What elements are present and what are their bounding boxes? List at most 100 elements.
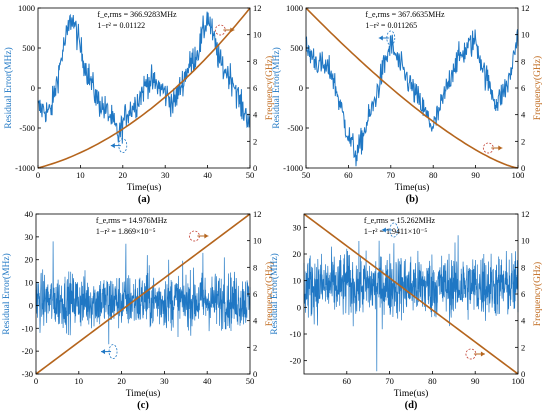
chart-panel-3: 0 10 20 30 40 50 -30 -20 -10 0 10 20 30 40 0 2 4 6 8 10 12 Ti…	[1, 209, 275, 411]
x-axis-label: Time(us)	[126, 388, 161, 399]
rms-annotation: f_e,rms = 367.6635MHz	[365, 10, 445, 19]
frequency-arrowhead	[230, 27, 235, 33]
fit-annotation: 1−r² = 1.869×10⁻⁵	[96, 227, 156, 236]
x-tick-label: 40	[203, 376, 212, 386]
x-tick-label: 40	[203, 170, 212, 180]
x-axis-label: Time(us)	[395, 182, 430, 193]
frequency-series	[305, 7, 519, 169]
residual-indicator-ellipse	[389, 222, 399, 238]
y-left-tick-label: 500	[290, 43, 303, 53]
residual-error-series	[303, 235, 519, 372]
y-left-tick-label: -1000	[283, 163, 303, 173]
y-right-tick-label: 12	[521, 3, 530, 13]
y-left-tick-label: 20	[25, 255, 34, 265]
rms-annotation: f_e,rms = 15.262MHz	[364, 216, 436, 225]
y-right-tick-label: 2	[253, 136, 257, 146]
y-right-tick-label: 4	[521, 316, 526, 326]
y-left-tick-label: -10	[22, 323, 33, 333]
y-right-tick-label: 6	[521, 289, 525, 299]
x-tick-label: 90	[471, 170, 480, 180]
x-tick-label: 0	[34, 376, 38, 386]
y-right-axis-label: Frequency(GHz)	[532, 56, 543, 120]
y-left-tick-label: -20	[290, 356, 301, 366]
residual-indicator-ellipse	[118, 138, 128, 154]
x-axis-label: Time(us)	[394, 388, 429, 399]
x-tick-label: 10	[76, 170, 85, 180]
y-right-tick-label: 12	[253, 3, 262, 13]
y-right-tick-label: 0	[253, 163, 257, 173]
y-right-axis-label: Frequency(GHz)	[532, 262, 543, 326]
x-tick-label: 60	[344, 170, 353, 180]
y-right-tick-label: 8	[521, 262, 525, 272]
y-right-axis-label: Frequency(GHz)	[264, 262, 275, 326]
panel-label: (c)	[137, 400, 149, 411]
x-tick-label: 100	[512, 376, 525, 386]
x-tick-label: 80	[429, 170, 438, 180]
residual-arrowhead	[378, 35, 383, 41]
frequency-arrowhead	[204, 233, 209, 239]
y-right-tick-label: 10	[253, 30, 262, 40]
residual-error-series	[37, 11, 251, 144]
rms-annotation: f_e,rms = 14.976MHz	[96, 216, 168, 225]
x-tick-label: 30	[161, 170, 170, 180]
x-tick-label: 60	[343, 376, 352, 386]
panel-label: (d)	[405, 400, 418, 411]
y-right-tick-label: 4	[521, 110, 526, 120]
fit-annotation: 1−r² = 0.011265	[365, 21, 417, 30]
chart-panel-4: 60 70 80 90 100 -20 -10 0 10 20 30 0 2 4 6 8 10 12 Time(us…	[269, 209, 543, 411]
residual-indicator-ellipse	[386, 30, 396, 46]
y-left-axis-label: Residual Error(MHz)	[271, 47, 282, 129]
y-left-tick-label: 1000	[286, 3, 303, 13]
x-tick-label: 50	[246, 376, 255, 386]
frequency-arrowhead	[498, 145, 503, 151]
fit-annotation: 1−r² = 1.9411×10⁻⁵	[364, 227, 428, 236]
chart-panel-2: 50 60 70 80 90 100 -1000 -500 0 500 1000 0 2 4 6 8 10 12 T…	[271, 3, 543, 205]
y-left-tick-label: -1000	[15, 163, 35, 173]
fit-annotation: 1−r² = 0.01122	[97, 21, 145, 30]
x-tick-label: 20	[119, 170, 128, 180]
y-left-tick-label: 0	[29, 300, 33, 310]
y-left-tick-label: 500	[22, 43, 35, 53]
y-left-tick-label: 1000	[18, 3, 35, 13]
y-right-tick-label: 12	[253, 209, 262, 219]
y-right-tick-label: 8	[253, 56, 257, 66]
residual-arrowhead	[101, 349, 106, 355]
frequency-arrowhead	[480, 351, 485, 357]
y-right-tick-label: 6	[521, 83, 525, 93]
y-left-tick-label: -500	[19, 123, 35, 133]
x-tick-label: 10	[75, 376, 84, 386]
x-axis-label: Time(us)	[127, 182, 162, 193]
y-left-tick-label: 0	[31, 83, 35, 93]
y-left-tick-label: 10	[25, 278, 34, 288]
y-left-tick-label: 10	[293, 276, 302, 286]
y-left-tick-label: -10	[290, 329, 301, 339]
y-right-tick-label: 2	[521, 342, 525, 352]
y-left-axis-label: Residual Error(MHz)	[3, 47, 14, 129]
residual-arrowhead	[381, 227, 386, 233]
y-right-tick-label: 4	[253, 110, 258, 120]
frequency-series	[35, 213, 251, 375]
y-left-tick-label: -20	[22, 346, 33, 356]
y-left-tick-label: 0	[299, 83, 303, 93]
y-right-tick-label: 0	[521, 163, 525, 173]
frequency-series	[37, 7, 251, 169]
x-tick-label: 20	[117, 376, 126, 386]
y-right-tick-label: 8	[253, 262, 257, 272]
x-tick-label: 50	[302, 170, 311, 180]
residual-error-series	[305, 29, 519, 167]
y-right-tick-label: 10	[521, 236, 530, 246]
y-right-axis-label: Frequency(GHz)	[264, 56, 275, 120]
y-left-tick-label: 40	[25, 209, 34, 219]
y-right-tick-label: 12	[521, 209, 530, 219]
y-left-tick-label: 30	[25, 232, 34, 242]
y-left-axis-label: Residual Error(MHz)	[1, 253, 12, 335]
x-tick-label: 70	[385, 376, 394, 386]
y-left-tick-label: 20	[293, 249, 302, 259]
residual-arrowhead	[110, 143, 115, 149]
y-right-tick-label: 10	[253, 236, 262, 246]
y-right-tick-label: 6	[253, 289, 257, 299]
panel-label: (b)	[406, 194, 419, 205]
y-right-tick-label: 2	[521, 136, 525, 146]
y-right-tick-label: 4	[253, 316, 258, 326]
